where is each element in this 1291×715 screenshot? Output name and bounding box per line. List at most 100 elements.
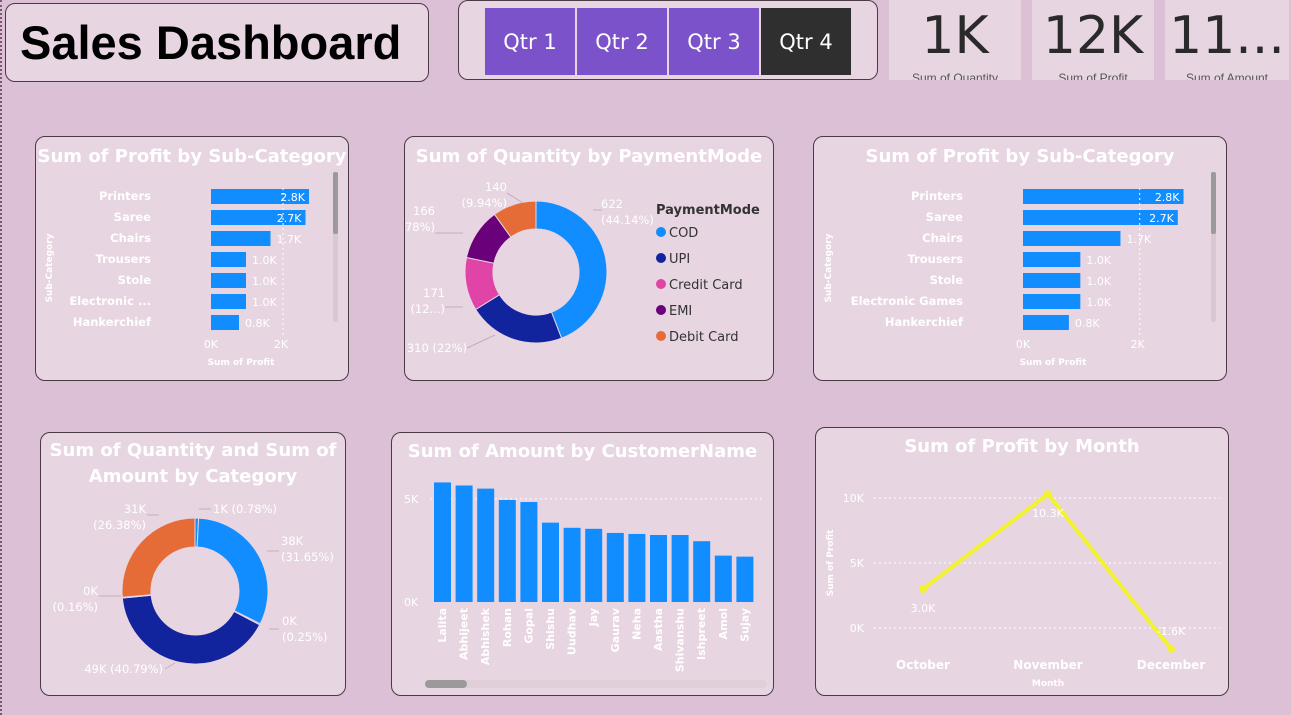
legend-title: PaymentMode: [656, 203, 760, 218]
category-label: November: [1013, 658, 1082, 672]
quantity-amount-category-panel[interactable]: Sum of Quantity and Sum of Amount by Cat…: [40, 432, 346, 696]
category-label: Jay: [587, 608, 600, 627]
bar: [585, 528, 603, 602]
category-label: Hankerchief: [73, 315, 152, 329]
data-label: 622: [601, 197, 623, 211]
chart-title: Sum of Quantity by PaymentMode: [415, 146, 763, 167]
tick-label: 5K: [850, 557, 865, 570]
donut-slice: [535, 200, 608, 339]
leader-line: [466, 334, 496, 349]
bar: [1023, 273, 1081, 288]
bar: [434, 482, 451, 602]
donut-chart: 1K (0.78%) 38K (31.65%) 0K (0.25%) 49K (40.79…: [52, 502, 333, 676]
bar: [211, 294, 246, 309]
data-label: 1K (0.78%): [213, 502, 277, 516]
chart-title: Sum of Profit by Month: [904, 436, 1140, 457]
profit-subcategory-panel-2[interactable]: Sum of Profit by Sub-Category Printers 2.…: [813, 136, 1227, 381]
legend-marker: [656, 331, 666, 341]
bar: [1023, 189, 1184, 204]
dashboard-title-box: Sales Dashboard: [5, 3, 429, 82]
bar: [650, 535, 667, 602]
chart-title: Sum of Profit by Sub-Category: [37, 146, 347, 167]
category-label: Shivanshu: [674, 608, 687, 672]
tick-label: 0K: [850, 622, 865, 635]
data-point: [919, 585, 927, 593]
data-label: 140: [485, 180, 507, 194]
bar: [211, 210, 306, 225]
quantity-paymentmode-panel[interactable]: Sum of Quantity by PaymentMode 622 (44.14…: [404, 136, 774, 381]
category-label: Lalita: [436, 608, 449, 643]
legend-item: Debit Card: [669, 330, 739, 345]
profit-month-panel[interactable]: Sum of Profit by Month 0K 5K 10K 3.0K 10.3K -…: [815, 427, 1229, 696]
donut-chart: 622 (44.14%) 310 (22%) 171 (12...) 166 (11.78%…: [405, 180, 760, 355]
data-label: 171: [423, 286, 445, 300]
category-label: Saree: [926, 210, 964, 224]
bar: [455, 485, 473, 602]
data-label: 31K: [124, 502, 147, 516]
category-label: Aastha: [652, 608, 665, 651]
bar: [211, 273, 246, 288]
legend-item: Credit Card: [669, 278, 743, 293]
category-label: Uudhav: [566, 607, 579, 655]
category-label: Rohan: [501, 608, 514, 647]
data-label: 1.0K: [1086, 275, 1111, 288]
data-label: 0.8K: [245, 317, 270, 330]
tick-label: 0K: [404, 596, 419, 609]
profit-subcategory-panel-1[interactable]: Sum of Profit by Sub-Category Printers 2.…: [35, 136, 349, 381]
qtr-3-button[interactable]: Qtr 3: [669, 8, 759, 75]
kpi-card-profit: 12K Sum of Profit: [1032, 0, 1154, 80]
qtr-4-button[interactable]: Qtr 4: [761, 8, 851, 75]
bar: [1023, 294, 1081, 309]
data-label: 49K (40.79%): [84, 662, 163, 676]
data-label: (0.25%): [282, 630, 328, 644]
category-label: Chairs: [110, 231, 151, 245]
category-label: Amol: [717, 608, 730, 639]
bar: [671, 535, 689, 602]
legend-marker: [656, 305, 666, 315]
tick-label: 2K: [1131, 338, 1146, 351]
tick-label: 10K: [843, 492, 865, 505]
data-label: 1.7K: [1126, 233, 1151, 246]
chart-title: Sum of Amount by CustomerName: [407, 441, 758, 462]
page-title: Sales Dashboard: [20, 16, 402, 69]
bar: [714, 555, 732, 602]
scrollbar-thumb: [333, 172, 338, 234]
line-chart: 0K 5K 10K 3.0K 10.3K -1.6K October November Dece…: [826, 490, 1220, 689]
qtr-2-button[interactable]: Qtr 2: [577, 8, 667, 75]
category-label: October: [896, 658, 950, 672]
legend-item: EMI: [669, 304, 692, 319]
category-label: Stole: [118, 273, 152, 287]
y-axis-title: Sum of Profit: [826, 529, 836, 597]
data-label: 310 (22%): [407, 341, 467, 355]
y-axis-title: Sub-Category: [45, 233, 55, 302]
legend-item: UPI: [669, 252, 690, 267]
quarter-slicer: Qtr 1 Qtr 2 Qtr 3 Qtr 4: [458, 0, 878, 80]
data-label: 2.8K: [1155, 191, 1180, 204]
tick-label: 2K: [274, 338, 289, 351]
data-label: 0.8K: [1075, 317, 1100, 330]
category-label: Printers: [911, 189, 963, 203]
data-label: 38K: [281, 534, 304, 548]
kpi-card-amount: 11... Sum of Amount: [1165, 0, 1289, 80]
qtr-1-button[interactable]: Qtr 1: [485, 8, 575, 75]
category-label: Chairs: [922, 231, 963, 245]
legend-marker: [656, 279, 666, 289]
donut-slice: [121, 594, 261, 665]
kpi-value: 1K: [921, 6, 989, 66]
tick-label: 5K: [404, 493, 419, 506]
scrollbar-thumb: [425, 680, 467, 688]
donut-slice: [493, 200, 537, 238]
category-label: Stole: [930, 273, 964, 287]
bar: [1023, 252, 1081, 267]
bar: [211, 315, 239, 330]
kpi-label: Sum of Amount: [1185, 71, 1269, 80]
bar: [1023, 315, 1069, 330]
chart-title: Sum of Profit by Sub-Category: [865, 146, 1175, 167]
bar: [211, 189, 309, 204]
category-label: Neha: [630, 608, 643, 640]
amount-customer-panel[interactable]: Sum of Amount by CustomerName 5K 0K Lalita…: [391, 432, 774, 696]
data-label: 10.3K: [1032, 507, 1064, 520]
kpi-label: Sum of Quantity: [911, 71, 999, 80]
bar: [1023, 210, 1178, 225]
legend-item: COD: [669, 226, 698, 241]
